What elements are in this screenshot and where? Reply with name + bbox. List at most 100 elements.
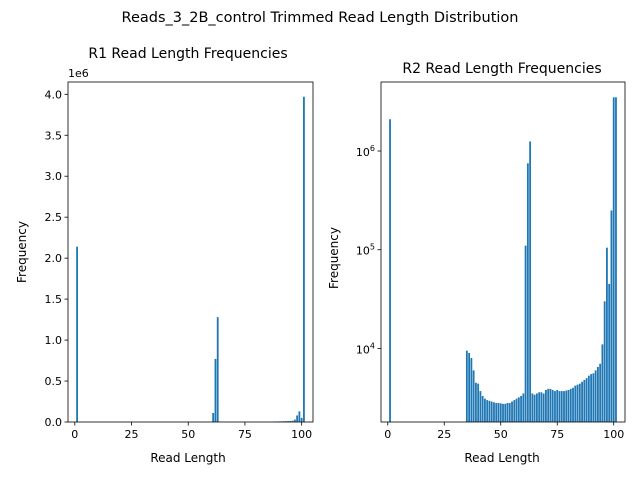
r1-y-tick-label: 0.0 [45, 416, 63, 429]
r1-y-offset-label: 1e6 [68, 67, 89, 80]
r2-bar [465, 350, 468, 422]
r2-bar [508, 403, 511, 422]
r2-bar [551, 389, 554, 422]
r2-bar [533, 394, 536, 422]
r2-bar [535, 393, 538, 422]
r2-bar [603, 301, 606, 422]
r2-bar [574, 385, 577, 422]
r2-bar [594, 370, 597, 422]
r2-plot-frame [380, 81, 626, 423]
r1-x-tick-label: 0 [71, 428, 78, 441]
r2-bars [389, 97, 617, 422]
r1-y-tick-label: 1.0 [45, 334, 63, 347]
r1-plot-frame [67, 81, 314, 423]
r2-x-tick-label: 50 [494, 428, 508, 441]
r1-y-ticks: 0.0 0.5 1.0 1.5 2.0 2.5 3.0 3.5 4.0 [45, 88, 68, 429]
r1-y-tick-label: 2.5 [45, 211, 63, 224]
r1-bar [300, 417, 303, 422]
r2-bar [472, 370, 475, 422]
r2-bar [526, 163, 529, 422]
r1-x-ticks: 0 25 50 75 100 [71, 422, 312, 441]
r2-bar [495, 403, 498, 422]
r1-bar [293, 419, 296, 422]
r1-chart: R1 Read Length Frequencies Read Length F… [15, 46, 314, 465]
r2-bar [601, 344, 604, 422]
r2-bar [581, 381, 583, 422]
r2-bar [504, 403, 507, 422]
r2-y-tick-label: 106 [356, 144, 375, 159]
r2-bar [499, 403, 502, 422]
r2-x-tick-label: 0 [384, 428, 391, 441]
r2-chart: R2 Read Length Frequencies Read Length F… [327, 61, 626, 465]
r2-bar [565, 390, 568, 422]
r2-bar [612, 97, 615, 422]
r1-bar [76, 246, 78, 422]
r2-bar [477, 383, 480, 422]
r2-bar [522, 393, 525, 422]
r2-x-axis-label: Read Length [464, 451, 539, 465]
r2-bar [389, 119, 391, 422]
r2-bar [481, 396, 484, 422]
r2-bar [578, 383, 581, 422]
r2-bar [585, 378, 588, 422]
r1-y-axis-label: Frequency [15, 221, 29, 283]
r2-bar [497, 403, 500, 422]
r2-chart-title: R2 Read Length Frequencies [402, 61, 601, 77]
r1-y-tick-label: 4.0 [45, 88, 63, 101]
r1-bar [291, 420, 294, 422]
r2-bar [587, 375, 590, 422]
r2-y-axis-label: Frequency [327, 227, 341, 289]
r1-chart-title: R1 Read Length Frequencies [88, 46, 287, 62]
r2-bar [468, 352, 471, 422]
r2-bar [567, 389, 570, 422]
r2-bar [554, 391, 556, 422]
r2-bar [576, 384, 579, 422]
r2-bar [596, 366, 599, 422]
r1-y-tick-label: 0.5 [45, 375, 63, 388]
r2-bar [470, 358, 473, 422]
r2-bar [511, 401, 513, 422]
r2-bar [549, 388, 552, 422]
r2-bar [608, 283, 611, 422]
r1-x-tick-label: 75 [238, 428, 252, 441]
r2-bar [558, 391, 561, 422]
r2-bar [493, 402, 495, 422]
r2-bar [488, 400, 491, 422]
r2-bar [615, 97, 617, 422]
r2-bar [502, 403, 504, 422]
r2-bar [545, 389, 547, 422]
r2-bar [529, 141, 532, 422]
r1-bar [296, 415, 299, 422]
r1-bar [216, 317, 219, 422]
r2-bar [606, 247, 608, 422]
r2-bar [569, 388, 572, 422]
r1-bars [76, 96, 305, 423]
r1-bar [298, 411, 301, 422]
r2-y-tick-label: 104 [356, 341, 375, 356]
r1-x-tick-label: 100 [291, 428, 312, 441]
r1-y-tick-label: 3.0 [45, 170, 63, 183]
r2-bar [538, 392, 541, 422]
r1-bar [289, 421, 292, 422]
r2-bar [599, 363, 602, 422]
r1-x-tick-label: 50 [181, 428, 195, 441]
r2-bar [517, 397, 520, 422]
r1-bar [212, 412, 215, 422]
r2-bar [560, 391, 563, 422]
r1-x-tick-label: 25 [125, 428, 139, 441]
r2-bar [524, 245, 527, 422]
r2-bar [592, 373, 595, 422]
r2-x-tick-label: 100 [603, 428, 624, 441]
r1-y-tick-label: 1.5 [45, 293, 63, 306]
r1-bar [284, 421, 287, 422]
r2-x-tick-label: 25 [437, 428, 451, 441]
r1-bar [214, 358, 217, 422]
r1-y-tick-label: 3.5 [45, 129, 63, 142]
r2-bar [583, 379, 586, 422]
r2-bar [490, 401, 493, 422]
r1-bar [287, 421, 289, 422]
r2-bar [515, 398, 518, 422]
r2-y-tick-label: 105 [356, 243, 375, 258]
r2-bar [531, 393, 534, 422]
